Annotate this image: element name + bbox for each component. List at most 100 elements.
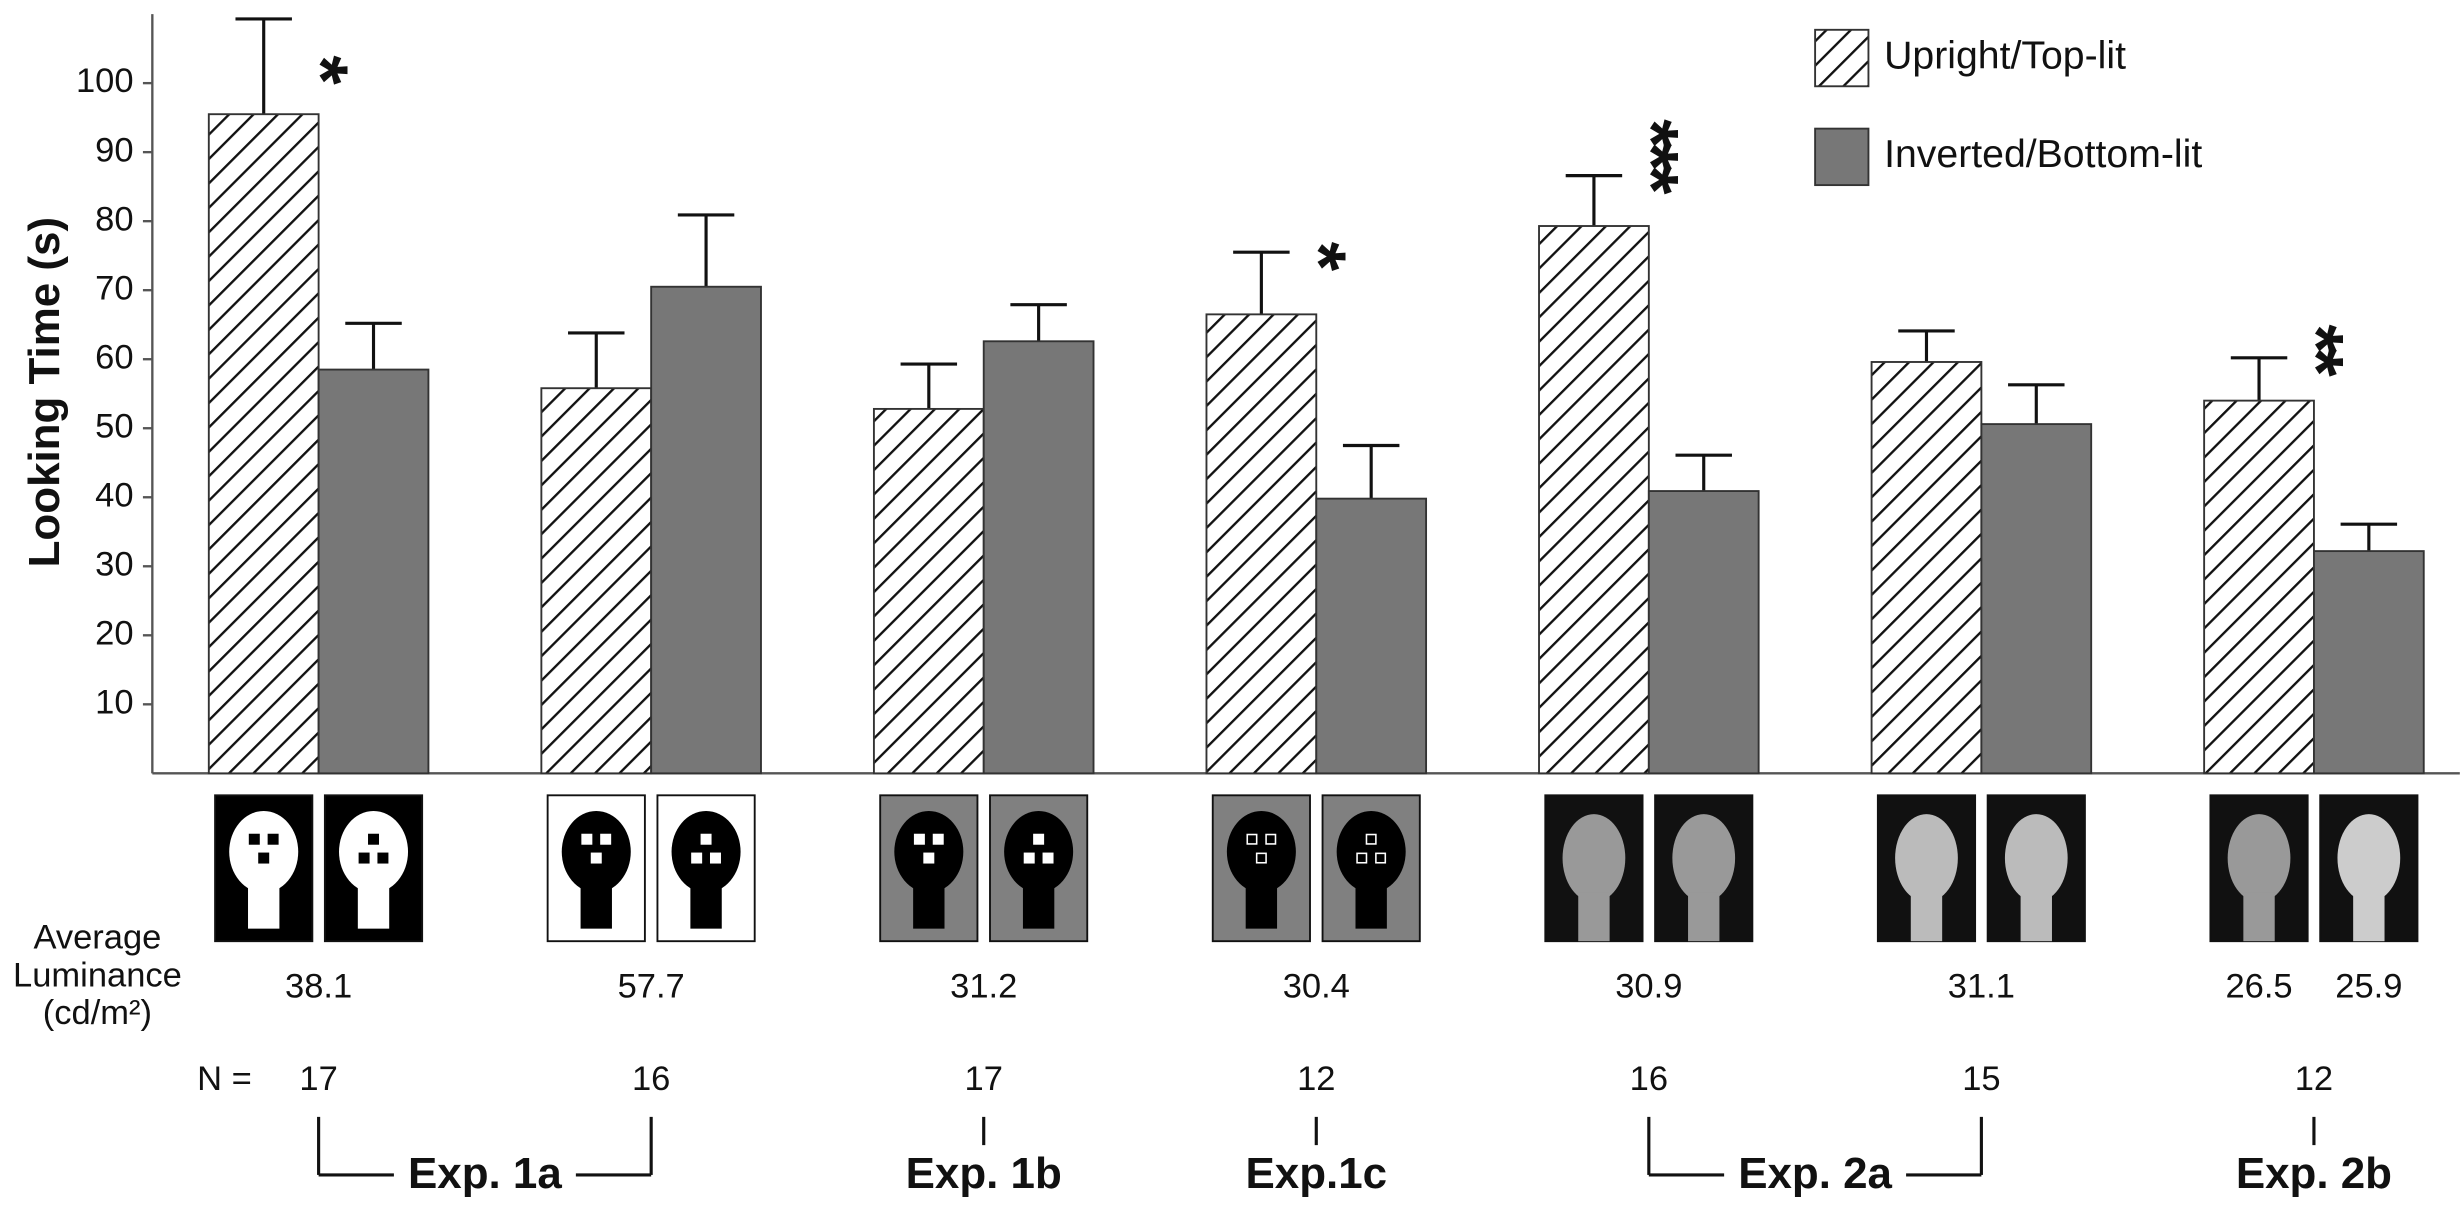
- y-tick-label: 90: [95, 131, 133, 169]
- legend-label: Upright/Top-lit: [1884, 34, 2126, 77]
- thumb-feature: [368, 833, 380, 845]
- thumb-neck: [1355, 881, 1387, 929]
- thumb-head: [561, 810, 631, 893]
- thumb-feature: [581, 833, 593, 845]
- thumb-head: [1336, 810, 1406, 893]
- bar: [1538, 225, 1650, 775]
- n-value: 15: [1962, 1060, 2000, 1098]
- thumb-neck: [2353, 892, 2385, 942]
- thumb-feature: [600, 833, 612, 845]
- n-value: 12: [2295, 1060, 2333, 1098]
- bar: [2312, 550, 2425, 775]
- luminance-label: Luminance: [13, 956, 182, 994]
- thumb-neck: [357, 881, 390, 929]
- bar: [540, 387, 653, 775]
- thumb-face: [1895, 814, 1958, 902]
- luminance-value: 30.9: [1615, 967, 1682, 1005]
- experiment-label: Exp. 1a: [408, 1149, 562, 1198]
- thumb-face: [2337, 814, 2401, 902]
- thumb-feature: [1356, 852, 1368, 864]
- n-label: N =: [197, 1060, 252, 1098]
- y-tick-label: 20: [95, 614, 133, 652]
- thumb-feature: [923, 852, 935, 864]
- thumb-head: [339, 810, 409, 893]
- bar: [1647, 490, 1760, 775]
- n-value: 17: [299, 1060, 337, 1098]
- significance: *: [1277, 242, 1361, 272]
- thumb-feature: [1042, 852, 1054, 864]
- bar: [650, 285, 762, 775]
- experiment-label: Exp. 1b: [906, 1149, 1062, 1198]
- thumb-feature: [1375, 852, 1387, 864]
- thumb-neck: [248, 881, 280, 929]
- thumb-feature: [700, 833, 712, 845]
- thumb-neck: [1022, 881, 1055, 929]
- thumb-feature: [267, 833, 279, 845]
- thumb-feature: [1255, 852, 1267, 864]
- bar: [1315, 497, 1428, 775]
- thumb-feature: [709, 852, 721, 864]
- y-tick-label: 70: [95, 269, 133, 307]
- y-axis-title: Looking Time (s): [20, 217, 69, 567]
- thumb-feature: [1246, 833, 1258, 845]
- significance: *: [280, 55, 364, 85]
- thumb-head: [894, 810, 964, 893]
- bar: [317, 368, 430, 775]
- thumb-feature: [691, 852, 703, 864]
- luminance-value: 25.9: [2335, 967, 2402, 1005]
- thumb-face: [2004, 814, 2068, 902]
- y-tick-label: 60: [95, 338, 133, 376]
- thumb-feature: [258, 852, 270, 864]
- luminance-value: 31.2: [950, 967, 1017, 1005]
- thumb-neck: [1910, 892, 1943, 942]
- legend-swatch: [1814, 127, 1870, 187]
- legend-swatch: [1814, 28, 1870, 88]
- thumb-head: [1004, 810, 1074, 893]
- bar: [2203, 399, 2315, 775]
- luminance-value: 38.1: [285, 967, 352, 1005]
- thumb-neck: [1245, 881, 1278, 929]
- luminance-value: 31.1: [1948, 967, 2015, 1005]
- bar: [1205, 313, 1318, 775]
- luminance-label: (cd/m²): [43, 994, 152, 1032]
- thumb-feature: [377, 852, 389, 864]
- significance: **: [2275, 324, 2359, 377]
- experiment-label: Exp.1c: [1245, 1149, 1387, 1198]
- thumb-neck: [690, 881, 722, 929]
- experiment-label: Exp. 2a: [1738, 1149, 1892, 1198]
- y-tick-label: 80: [95, 200, 133, 238]
- thumb-face: [1562, 814, 1626, 902]
- thumb-feature: [1365, 833, 1377, 845]
- thumb-face: [1672, 814, 1736, 902]
- significance: ***: [1610, 119, 1694, 195]
- n-value: 17: [965, 1060, 1003, 1098]
- bar: [207, 113, 320, 775]
- bar: [872, 407, 985, 775]
- bar: [982, 340, 1095, 775]
- thumb-head: [1226, 810, 1296, 893]
- experiment-label: Exp. 2b: [2236, 1149, 2392, 1198]
- bar: [1980, 423, 2093, 775]
- y-tick-label: 100: [76, 62, 134, 100]
- thumb-feature: [358, 852, 370, 864]
- n-value: 12: [1297, 1060, 1335, 1098]
- thumb-feature: [1033, 833, 1045, 845]
- thumb-feature: [1265, 833, 1277, 845]
- thumb-neck: [1688, 892, 1720, 942]
- legend-label: Inverted/Bottom-lit: [1884, 133, 2202, 176]
- thumb-head: [671, 810, 741, 893]
- thumb-head: [229, 810, 299, 893]
- thumb-neck: [2243, 892, 2275, 942]
- thumb-feature: [590, 852, 602, 864]
- thumb-neck: [2020, 892, 2052, 942]
- thumb-feature: [1023, 852, 1035, 864]
- thumb-neck: [580, 881, 612, 929]
- thumb-face: [2227, 814, 2291, 902]
- thumb-feature: [913, 833, 925, 845]
- y-tick-label: 10: [95, 683, 133, 721]
- bar: [1870, 361, 1983, 775]
- thumb-neck: [1578, 892, 1610, 942]
- luminance-value: 57.7: [618, 967, 685, 1005]
- luminance-value: 30.4: [1283, 967, 1350, 1005]
